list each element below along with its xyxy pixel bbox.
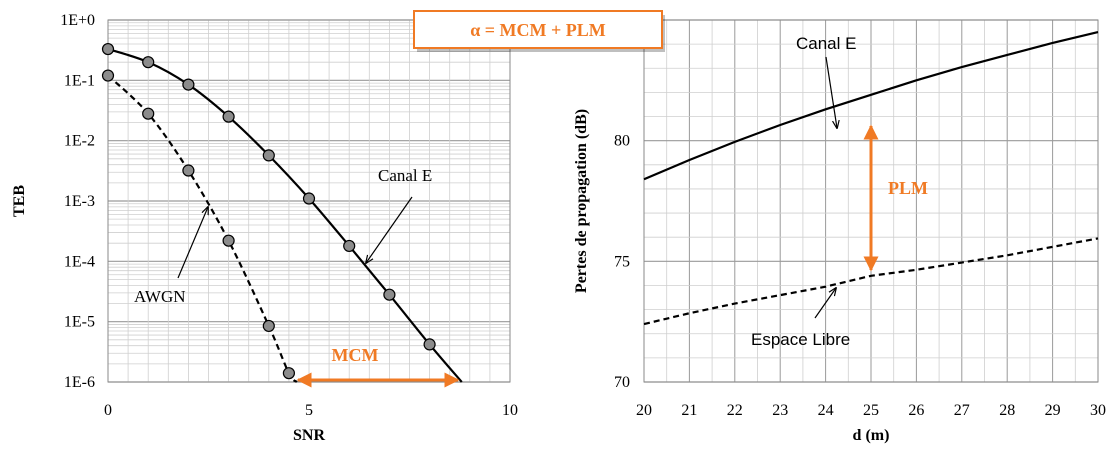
espace-libre-label: Espace Libre — [751, 330, 850, 349]
teb-y-tick-label: 1E-1 — [64, 72, 95, 89]
propagation-x-tick-label: 26 — [908, 402, 924, 419]
propagation-x-tick-label: 28 — [999, 402, 1015, 419]
teb-awgn-marker — [142, 107, 155, 120]
teb-canal-e-marker — [262, 149, 275, 162]
formula-box-border — [413, 10, 663, 49]
teb-x-axis-label: SNR — [293, 427, 325, 444]
propagation-y-tick-label: 70 — [614, 374, 630, 391]
propagation-x-ticks: 20 21 22 23 24 25 26 27 28 29 30 — [636, 402, 1106, 419]
plm-label: PLM — [888, 178, 928, 198]
propagation-y-tick-label: 75 — [614, 253, 630, 270]
teb-y-ticks: 1E+0 1E-1 1E-2 1E-3 1E-4 1E-5 1E-6 — [60, 12, 95, 391]
teb-y-tick-label: 1E-2 — [64, 133, 95, 150]
teb-series-group — [101, 42, 463, 383]
teb-x-tick-label: 10 — [502, 402, 518, 419]
propagation-x-tick-label: 27 — [954, 402, 970, 419]
teb-canal-e-marker — [142, 56, 155, 69]
teb-chart: 0 5 10 1E+0 1E-1 1E-2 1E-3 1E-4 1E-5 1E-6 SNR TE… — [11, 12, 518, 444]
teb-canal-e-label: Canal E — [378, 166, 432, 185]
propagation-x-tick-label: 23 — [772, 402, 788, 419]
teb-x-tick-label: 0 — [104, 402, 112, 419]
canal-e-pointer-left — [366, 196, 413, 263]
teb-y-axis-label: TEB — [11, 185, 28, 217]
teb-awgn-marker — [282, 367, 295, 380]
propagation-chart: 20 21 22 23 24 25 26 27 28 29 30 70 75 80 d (m) Pert… — [573, 19, 1106, 444]
teb-grid — [107, 19, 511, 383]
propagation-canal-e-curve — [643, 30, 1099, 181]
awgn-label: AWGN — [134, 287, 186, 306]
propagation-x-tick-label: 21 — [681, 402, 697, 419]
propagation-x-tick-label: 25 — [863, 402, 879, 419]
teb-x-tick-label: 5 — [305, 402, 313, 419]
teb-y-tick-label: 1E-3 — [64, 193, 95, 210]
teb-y-tick-label: 1E-5 — [64, 314, 95, 331]
teb-canal-e-marker — [343, 239, 356, 253]
formula-text: α = MCM + PLM — [470, 20, 606, 40]
propagation-x-tick-label: 29 — [1045, 402, 1061, 419]
teb-awgn-marker — [222, 234, 235, 247]
awgn-pointer — [177, 207, 208, 279]
propagation-x-tick-label: 22 — [727, 402, 743, 419]
teb-canal-e-marker — [222, 110, 235, 123]
propagation-y-tick-label: 80 — [614, 133, 630, 150]
propagation-x-tick-label: 24 — [818, 402, 834, 419]
teb-y-tick-label: 1E+0 — [60, 12, 95, 29]
teb-x-ticks: 0 5 10 — [104, 402, 518, 419]
teb-canal-e-marker — [423, 338, 436, 351]
propagation-x-tick-label: 30 — [1090, 402, 1106, 419]
propagation-y-ticks: 70 75 80 — [614, 133, 630, 391]
teb-canal-e-marker — [101, 42, 115, 56]
teb-awgn-marker — [101, 69, 115, 82]
teb-canal-e-marker — [383, 288, 396, 301]
teb-annotations: Canal E AWGN MCM — [134, 166, 460, 388]
formula-box: α = MCM + PLM — [413, 10, 665, 52]
mcm-label: MCM — [332, 345, 379, 365]
teb-canal-e-marker — [182, 78, 195, 91]
canal-e-pointer-right — [825, 56, 837, 128]
teb-canal-e-curve — [107, 48, 463, 383]
teb-awgn-marker — [182, 164, 195, 177]
propagation-plot-frame — [643, 19, 1099, 383]
propagation-y-axis-label: Pertes de propagation (dB) — [573, 109, 590, 293]
teb-y-tick-label: 1E-4 — [64, 253, 95, 270]
propagation-series-group — [643, 30, 1099, 326]
teb-awgn-marker — [262, 319, 275, 333]
propagation-annotations: Canal E Espace Libre PLM — [751, 34, 928, 349]
teb-canal-e-marker — [302, 192, 316, 205]
propagation-espace-libre-curve — [643, 237, 1099, 326]
propagation-canal-e-label: Canal E — [796, 34, 856, 53]
espace-libre-pointer — [814, 288, 836, 319]
teb-y-tick-label: 1E-6 — [64, 374, 95, 391]
propagation-x-tick-label: 20 — [636, 402, 652, 419]
propagation-x-axis-label: d (m) — [853, 427, 890, 444]
